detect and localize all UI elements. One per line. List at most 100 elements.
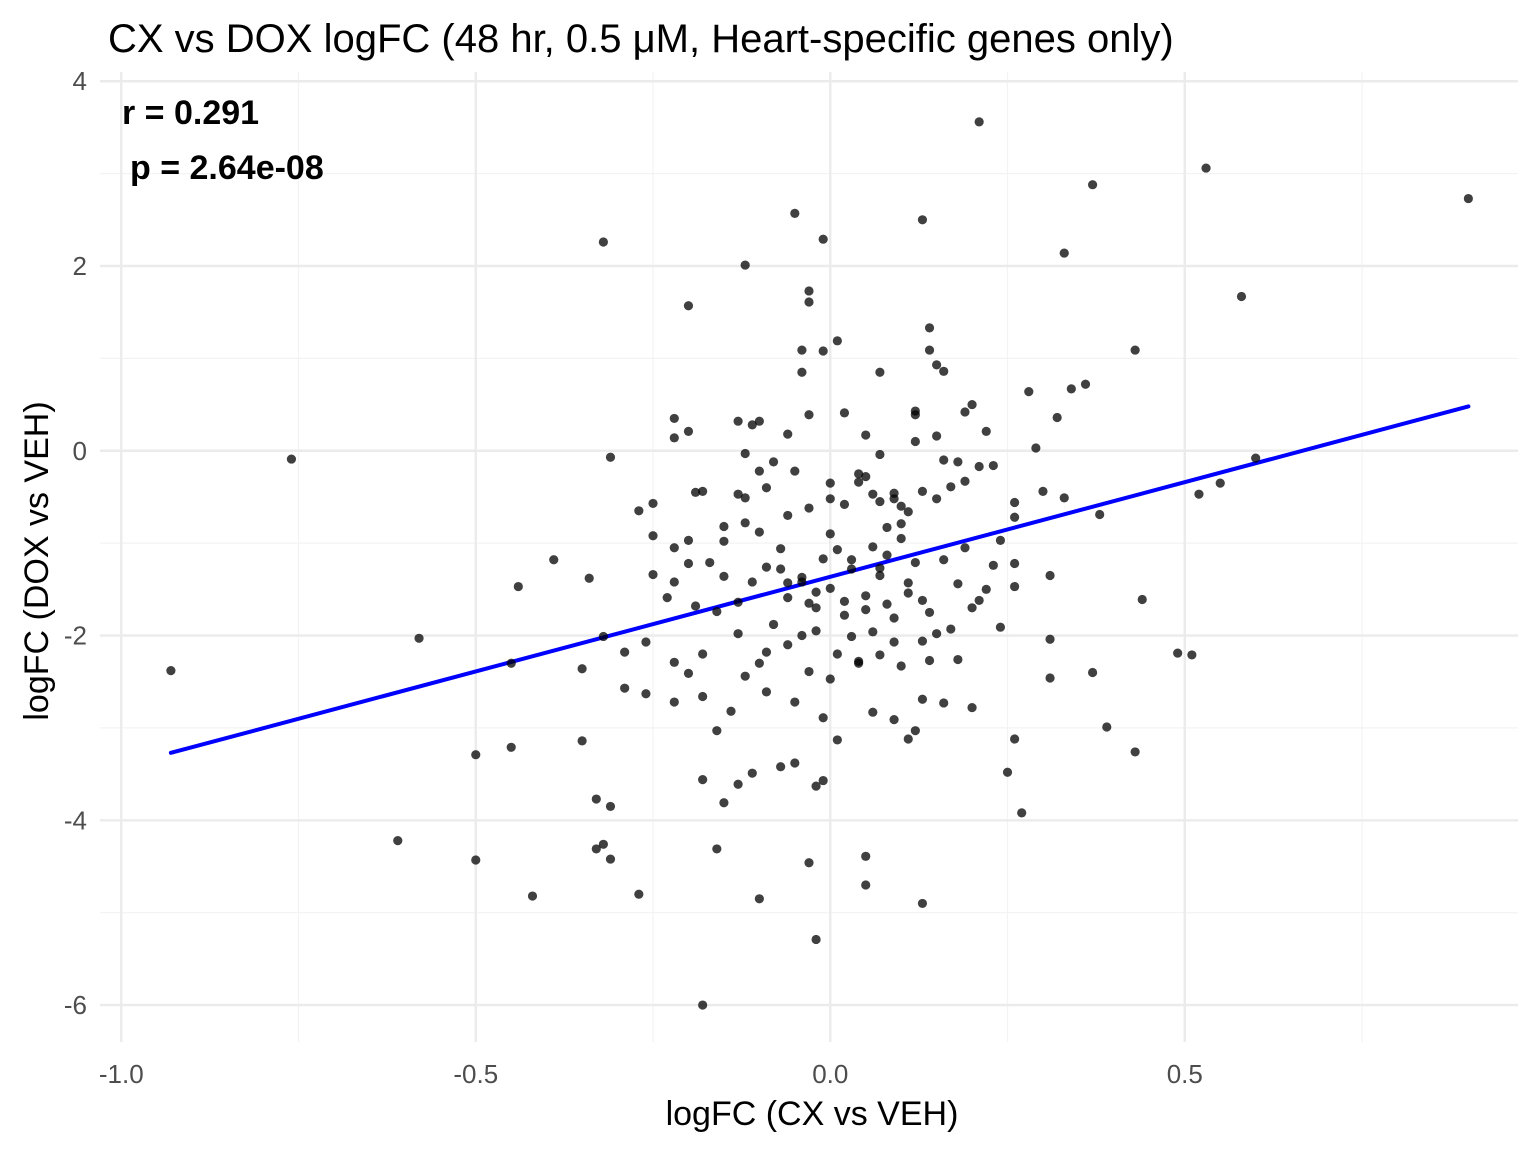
data-point [698,649,708,659]
y-tick-label: 4 [73,66,87,96]
data-point [832,336,842,346]
data-point [939,698,949,708]
data-point [1010,497,1020,508]
data-point [776,762,786,772]
data-point [1088,180,1098,190]
data-point [761,562,772,572]
regression-line [168,404,1471,755]
data-point [598,237,608,247]
data-point [740,493,750,503]
data-point [1080,379,1091,389]
data-point [924,607,935,618]
y-axis-ticks: -6 -4 -2 0 2 4 [64,66,87,1020]
data-point [988,460,998,471]
data-point [698,1000,708,1010]
x-tick-label: 0.0 [812,1059,848,1089]
data-point [591,794,601,804]
data-point [1236,291,1247,302]
data-point [825,529,835,539]
data-point [797,630,807,641]
data-point [889,488,899,498]
data-point [917,215,928,225]
data-point [825,583,835,594]
data-point [754,894,764,904]
data-point [662,593,672,603]
data-point [506,742,516,752]
data-point [683,301,694,311]
data-point [634,889,644,899]
data-point [584,573,594,583]
data-point [932,431,942,441]
data-point [761,647,772,657]
data-point [166,666,176,676]
data-point [804,410,814,420]
minor-gridlines [100,72,1518,1042]
data-point [1010,734,1020,744]
data-point [605,854,616,864]
data-point [924,323,935,333]
data-point [783,640,793,650]
data-point [903,578,913,588]
data-point [946,482,956,492]
data-point [854,658,864,668]
data-point [683,558,694,569]
data-point [974,117,984,127]
data-point [910,726,920,736]
data-point [917,636,928,646]
data-point [960,476,970,486]
data-point [768,619,779,630]
y-tick-label: -2 [64,621,87,651]
data-point [776,544,786,554]
data-point [861,430,871,440]
data-point [712,726,722,736]
data-point [690,601,701,611]
data-point [932,629,942,639]
data-point [648,498,658,509]
data-point [1251,453,1261,463]
data-point [754,416,764,426]
major-gridlines [100,72,1518,1042]
data-point [1002,767,1013,777]
data-point [995,535,1006,545]
data-point [967,399,977,410]
data-point [868,489,878,499]
data-point [513,581,523,592]
data-point [797,345,807,355]
data-point [917,486,928,497]
data-point [783,429,793,439]
data-point [804,858,814,868]
data-point [854,469,864,479]
data-point [733,416,743,426]
data-point [1130,345,1140,355]
data-point [726,706,736,716]
data-point [875,563,885,573]
data-point [783,593,793,603]
data-point [946,624,956,634]
data-point [825,478,835,488]
data-point [1010,558,1020,569]
data-point [471,750,481,760]
data-point [811,603,821,613]
data-point [868,542,878,552]
data-point [1052,412,1062,423]
data-point [861,605,871,615]
data-point [683,535,694,545]
data-point [733,779,743,789]
data-point [733,489,743,499]
data-point [790,758,800,768]
data-point [783,510,793,521]
data-point [783,578,793,588]
p-value-label: p = 2.64e-08 [130,149,324,187]
data-point [733,597,743,607]
data-point [804,666,814,677]
data-point [790,697,800,707]
data-point [882,550,892,560]
data-point [733,629,743,639]
data-point [747,420,757,430]
data-point [917,595,928,606]
data-point [903,734,913,744]
data-point [917,898,928,909]
data-point [839,499,850,509]
data-point [690,487,701,497]
